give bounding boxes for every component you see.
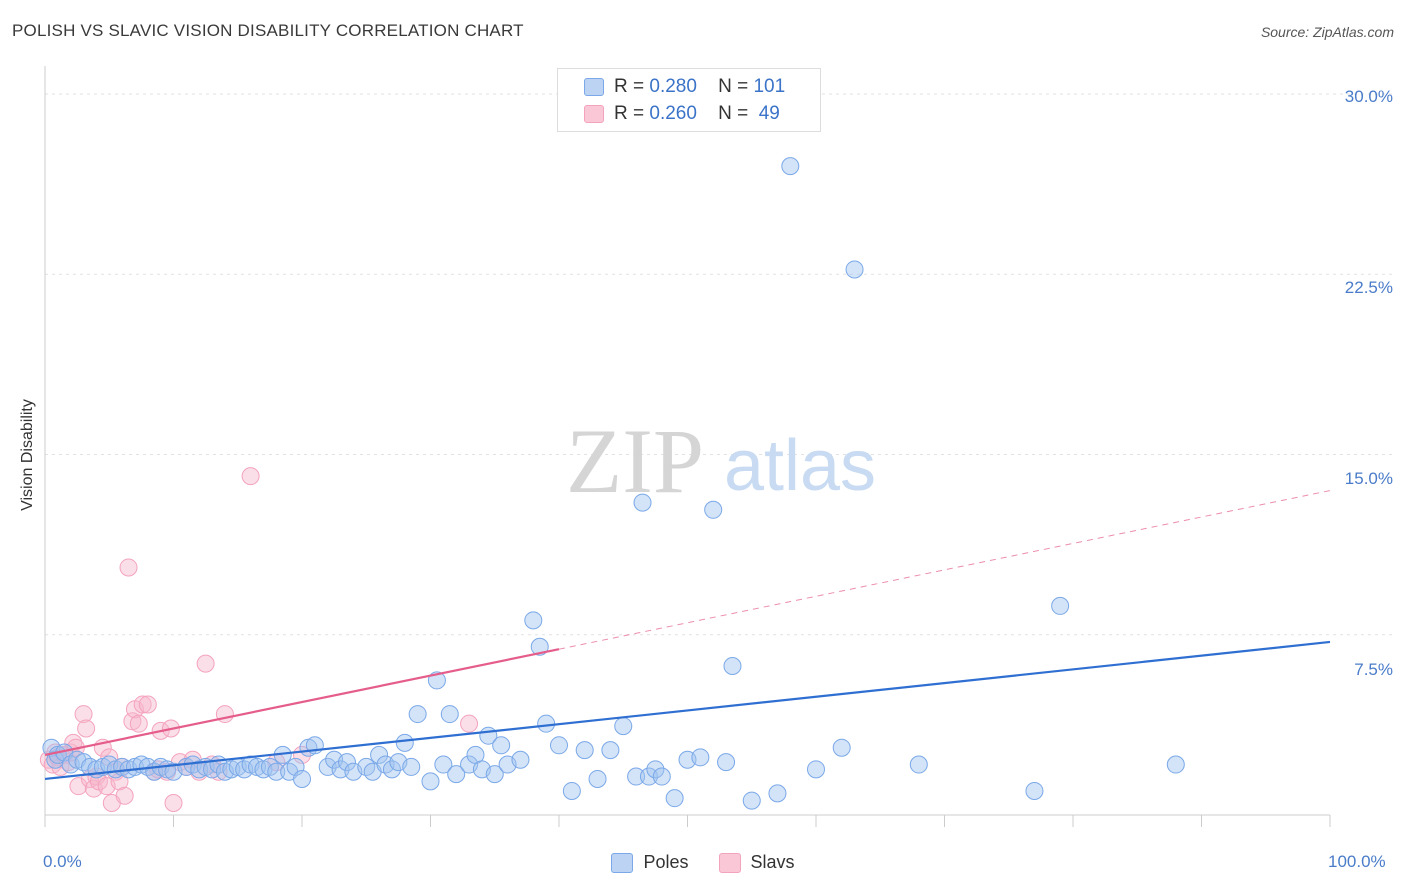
data-point-poles [447, 765, 466, 784]
data-point-poles [337, 753, 356, 772]
data-point-poles [845, 260, 864, 279]
data-point-slavs [196, 654, 215, 673]
data-point-poles [537, 714, 556, 733]
legend-r-value-slavs: 0.260 [649, 103, 697, 124]
data-point-poles [633, 493, 652, 512]
data-point-poles [781, 157, 800, 176]
data-point-slavs [129, 714, 148, 733]
data-point-poles [832, 738, 851, 757]
data-point-poles [575, 741, 594, 760]
y-tick-label-22-5: 22.5% [1344, 278, 1393, 297]
legend-row-slavs: R = 0.260 N = 49 [584, 102, 780, 126]
grid-lines [45, 93, 1392, 636]
series-legend-poles[interactable]: Poles [611, 852, 689, 873]
trend-line-poles [44, 640, 1331, 781]
data-point-slavs [74, 705, 93, 724]
data-point-poles [909, 755, 928, 774]
data-point-slavs [69, 777, 88, 796]
data-point-poles [408, 705, 427, 724]
data-point-poles [807, 760, 825, 779]
legend-swatch-poles [584, 78, 604, 96]
data-point-poles [639, 767, 658, 786]
data-point-slavs [77, 719, 96, 738]
watermark-atlas: atlas [724, 426, 876, 506]
legend-r-label: R = [614, 76, 645, 97]
data-point-poles [614, 717, 633, 736]
y-tick-label-30: 30.0% [1344, 87, 1393, 106]
series-legend-label-poles: Poles [643, 852, 689, 872]
data-point-poles [434, 755, 453, 774]
legend-n-label: N = [718, 103, 749, 124]
legend-n-value-poles: 101 [753, 76, 786, 97]
series-legend-swatch-slavs [718, 852, 741, 873]
data-point-poles [267, 762, 286, 781]
trend-lines [44, 490, 1331, 781]
data-point-poles [524, 611, 543, 630]
data-point-slavs [119, 558, 138, 577]
data-point-poles [1051, 596, 1070, 615]
data-point-poles [370, 745, 389, 764]
data-point-poles [717, 753, 736, 772]
data-point-poles [382, 760, 401, 779]
data-point-poles [511, 750, 530, 769]
axes [44, 66, 1331, 827]
legend-swatch-slavs [584, 105, 604, 123]
data-point-poles [704, 500, 723, 519]
legend-n-label: N = [718, 76, 749, 97]
data-point-slavs [164, 793, 183, 812]
data-point-poles [562, 781, 581, 800]
data-point-poles [485, 765, 504, 784]
legend-row-poles: R = 0.280 N = 101 [584, 75, 785, 99]
watermark-zip: ZIP [566, 410, 704, 512]
data-point-slavs [241, 467, 260, 486]
data-point-poles [627, 767, 646, 786]
data-point-poles [293, 769, 311, 788]
data-point-poles [395, 733, 414, 752]
data-point-slavs [460, 714, 479, 733]
data-point-poles [530, 637, 549, 656]
data-point-poles [665, 789, 684, 808]
data-point-poles [588, 769, 607, 788]
data-point-poles [1166, 755, 1185, 774]
series-legend-swatch-poles [611, 852, 634, 873]
series-poles [42, 157, 1185, 810]
legend-r-value-poles: 0.280 [649, 76, 697, 97]
data-point-poles [768, 784, 787, 803]
y-tick-label-15: 15.0% [1344, 469, 1393, 488]
data-point-poles [691, 748, 710, 767]
legend-n-value-slavs: 49 [758, 103, 780, 124]
data-point-poles [646, 760, 665, 779]
chart-source: Source: ZipAtlas.com [1260, 24, 1394, 40]
data-point-poles [652, 767, 671, 786]
y-tick-label-7-5: 7.5% [1354, 660, 1393, 679]
data-point-slavs [138, 695, 157, 714]
data-point-poles [550, 736, 568, 755]
data-point-slavs [110, 772, 129, 791]
x-tick-label-0: 0.0% [43, 852, 82, 871]
data-point-poles [1025, 781, 1044, 800]
data-point-poles [492, 736, 511, 755]
data-point-poles [601, 741, 620, 760]
data-point-slavs [115, 786, 134, 805]
x-tick-label-100: 100.0% [1328, 852, 1386, 871]
trend-line-extension-slavs [558, 490, 1331, 650]
correlation-legend: R = 0.280 N = 101 R = 0.260 N = 49 [557, 68, 821, 132]
chart-title: POLISH VS SLAVIC VISION DISABILITY CORRE… [12, 21, 524, 40]
data-point-poles [421, 772, 440, 791]
series-legend: Poles Slavs [0, 852, 1406, 873]
data-point-poles [742, 791, 761, 810]
data-point-slavs [133, 695, 152, 714]
data-point-poles [440, 705, 459, 724]
data-point-poles [402, 757, 421, 776]
data-point-poles [723, 657, 742, 675]
series-legend-label-slavs: Slavs [750, 852, 795, 872]
legend-r-label: R = [614, 103, 645, 124]
trend-line-slavs [44, 648, 560, 756]
series-legend-slavs[interactable]: Slavs [718, 852, 795, 873]
